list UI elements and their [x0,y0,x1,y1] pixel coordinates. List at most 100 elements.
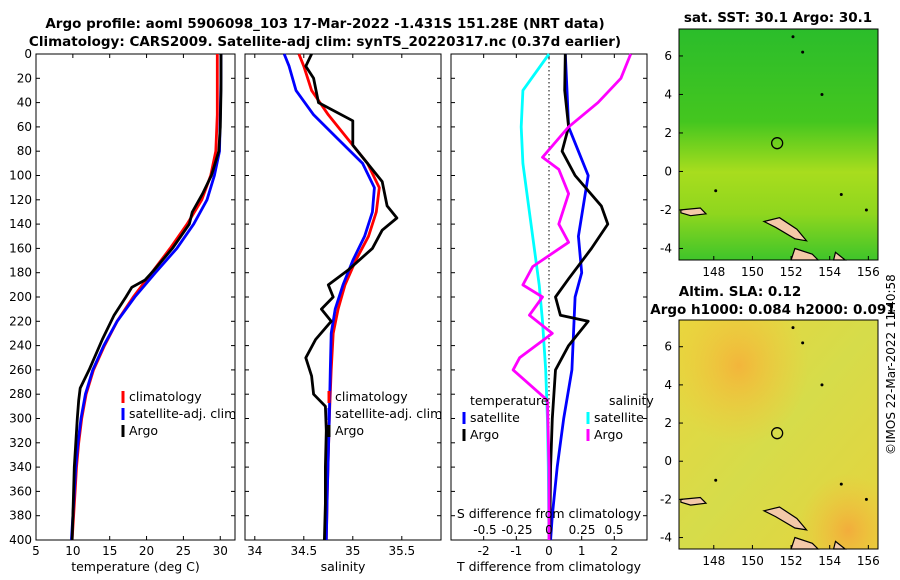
small-island [801,50,805,54]
legend-label: climatology [129,389,202,404]
x-tick-label: 5 [32,544,40,558]
legend-label: satellite-adj. clim [335,406,442,421]
y-tick-label: 180 [9,266,32,280]
small-island [820,383,824,387]
x-tick-label: -2 [478,544,490,558]
map-y-tick-label: 2 [664,416,672,430]
x-tick-label: 35.5 [388,544,415,558]
map-x-tick-label: 148 [702,554,725,568]
small-island [714,189,718,193]
x-tick-label: 34 [247,544,262,558]
series-line-temperature-satellite [549,53,590,541]
map-y-tick-label: -2 [660,203,672,217]
small-island [801,341,805,345]
coastline-island [762,217,808,242]
y-tick-label: 0 [24,47,32,61]
map-x-tick-label: 154 [818,265,841,279]
x-axis-label: T difference from climatology [456,559,642,574]
legend-title-temperature: temperature [470,393,549,408]
y-tick-label: 220 [9,314,32,328]
small-island [864,208,868,212]
legend-label: satellite-adj. clim [129,406,236,421]
sla-map-subtitle: Argo h1000: 0.084 h2000: 0.091 [650,302,895,318]
y-tick-label: 320 [9,436,32,450]
y-tick-label: 120 [9,193,32,207]
argo-location-marker [770,427,784,440]
map-x-tick-label: 152 [780,265,803,279]
small-island [839,482,843,486]
legend-label: climatology [335,389,408,404]
y-tick-label: 40 [17,96,32,110]
x-axis-label: salinity [321,559,366,574]
small-island [864,497,868,501]
x-tick-label: 2 [611,544,619,558]
s-tick-label: 0.25 [569,523,596,537]
x-tick-label: 20 [139,544,154,558]
map-x-tick-label: 148 [702,265,725,279]
series-line-salinity-argo [511,53,632,540]
legend-label: Argo [129,423,158,438]
difference-panel: -2 -1 0 1 2T difference from climatology temp… [450,53,654,574]
map-y-tick-label: 0 [664,164,672,178]
s-tick-label: 0 [545,523,553,537]
y-tick-label: 100 [9,169,32,183]
y-tick-label: 240 [9,339,32,353]
x-tick-label: 35 [345,544,360,558]
chart-title-line1: Argo profile: aoml 5906098_103 17-Mar-20… [45,16,604,32]
legend-label: satellite [470,410,520,425]
sla-map: 148 150 152 154 156 6 4 2 0 -2 -4 [660,319,880,568]
map-x-tick-label: 150 [741,265,764,279]
imos-timestamp: ©IMOS 22-Mar-2022 11:40:58 [884,274,898,455]
map-y-tick-label: -4 [660,531,672,545]
x-axis-label: temperature (deg C) [71,559,200,574]
map-x-tick-label: 154 [818,554,841,568]
map-y-tick-label: 6 [664,340,672,354]
x-tick-label: -1 [510,544,522,558]
map-y-tick-label: -2 [660,492,672,506]
y-tick-label: 260 [9,363,32,377]
s-tick-label: 0.5 [604,523,623,537]
coastline-island [762,506,809,531]
coastline-island [680,207,708,217]
x-tick-label: 15 [102,544,117,558]
small-island [714,478,718,482]
legend-label: Argo [335,423,364,438]
x-tick-label: 25 [176,544,191,558]
legend-title-salinity: salinity [609,393,654,408]
y-tick-label: 400 [9,533,32,547]
small-island [839,193,843,197]
s-tick-label: -0.25 [501,523,532,537]
s-axis-label: S difference from climatology [457,506,642,521]
y-tick-label: 360 [9,484,32,498]
map-y-tick-label: 0 [664,454,672,468]
series-line-climatology [70,54,219,541]
map-y-tick-label: 4 [664,378,672,392]
x-tick-label: 1 [578,544,586,558]
y-tick-label: 140 [9,217,32,231]
small-island [791,35,795,39]
map-x-tick-label: 156 [857,265,880,279]
legend-label: Argo [594,427,623,442]
sla-map-title: Altim. SLA: 0.12 [679,284,801,300]
small-island [820,92,824,96]
x-tick-label: 0 [545,544,553,558]
y-tick-label: 340 [9,460,32,474]
legend-label: satellite [594,410,644,425]
sst-map-title: sat. SST: 30.1 Argo: 30.1 [684,10,872,26]
y-tick-label: 200 [9,290,32,304]
map-frame [678,28,879,261]
series-line-satellite-adj-clim [282,53,376,541]
sst-map: 148 150 152 154 156 6 4 2 0 -2 -4 [660,28,880,279]
series-line-argo [304,53,399,541]
map-x-tick-label: 156 [857,554,880,568]
x-tick-label: 34.5 [290,544,317,558]
map-y-tick-label: -4 [660,241,672,255]
s-tick-label: -0.5 [473,523,496,537]
y-tick-label: 280 [9,387,32,401]
salinity-panel: 34 34.5 35 35.5 salinity climatology satellite… [244,53,442,574]
x-tick-label: 10 [65,544,80,558]
y-tick-label: 20 [17,71,32,85]
y-tick-label: 60 [17,120,32,134]
map-x-tick-label: 152 [780,554,803,568]
